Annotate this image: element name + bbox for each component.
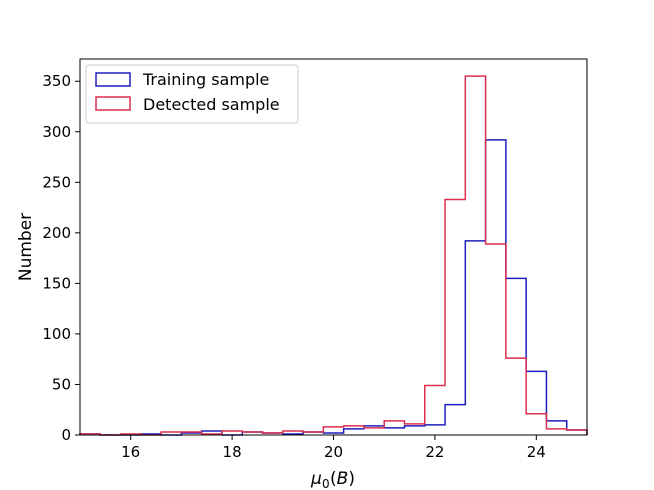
bar-1-21	[506, 358, 526, 435]
legend-frame	[85, 64, 299, 124]
x-axis-label-sub: 0	[322, 477, 330, 490]
x-axis-label: μ 0 (B)	[310, 469, 355, 490]
y-tick-label: 300	[42, 123, 71, 141]
legend-label-training: Training sample	[142, 70, 269, 89]
bar-1-24	[567, 430, 587, 435]
y-tick-label: 250	[42, 173, 71, 191]
x-tick-label: 16	[121, 443, 140, 461]
legend: Training sample Detected sample	[85, 64, 299, 124]
legend-label-detected: Detected sample	[143, 95, 280, 114]
x-axis: 16 18 20 22 24	[121, 435, 546, 461]
bar-1-15	[384, 421, 404, 435]
bar-1-20	[486, 244, 506, 435]
x-tick-label: 22	[425, 443, 444, 461]
bar-1-19	[465, 76, 485, 435]
legend-swatch-detected	[95, 96, 131, 111]
x-tick-label: 20	[324, 443, 343, 461]
bar-1-18	[445, 199, 465, 435]
y-axis-label: Number	[16, 213, 36, 281]
bar-1-17	[425, 385, 445, 435]
bar-1-12	[323, 427, 343, 435]
bar-1-23	[546, 429, 566, 435]
y-tick-label: 150	[42, 274, 71, 292]
x-axis-label-arg: (B)	[330, 469, 355, 489]
bar-1-16	[404, 424, 424, 435]
y-tick-label: 0	[61, 426, 71, 444]
x-tick-label: 18	[223, 443, 242, 461]
x-tick-label: 24	[527, 443, 546, 461]
bar-1-14	[364, 428, 384, 435]
y-tick-label: 100	[42, 325, 71, 343]
y-tick-label: 350	[42, 72, 71, 90]
series-outline-1	[79, 75, 588, 436]
bar-1-22	[526, 414, 546, 435]
x-axis-label-mu: μ	[310, 469, 322, 489]
y-tick-label: 200	[42, 224, 71, 242]
y-axis: 0 50 100 150 200 250 300 350	[42, 72, 80, 444]
bar-1-13	[344, 426, 364, 435]
series-1	[79, 75, 588, 436]
legend-swatch-training	[95, 72, 131, 87]
y-tick-label: 50	[52, 375, 71, 393]
